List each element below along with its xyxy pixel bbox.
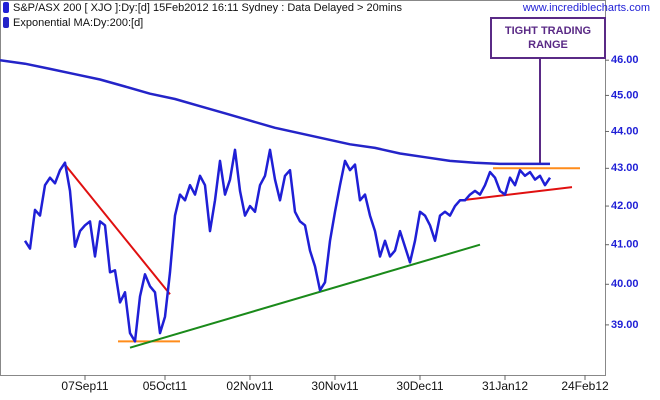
axes: 39.00 40.00 41.00 42.00 43.00 44.00 45.00 46.00… xyxy=(61,54,638,393)
plot-frame xyxy=(0,0,606,376)
trend-line xyxy=(64,163,171,295)
y-tick-label: 44.00 xyxy=(611,125,639,137)
legend-entry: Exponential MA:Dy:200:[d] xyxy=(13,17,143,29)
x-tick-label: 05Oct11 xyxy=(143,379,188,393)
plot xyxy=(0,58,580,349)
series-line xyxy=(0,58,550,166)
watermark: www.incrediblecharts.com xyxy=(522,2,650,14)
y-tick-label: 43.00 xyxy=(611,162,639,174)
y-tick-label: 39.00 xyxy=(611,319,639,331)
trend-line xyxy=(129,243,481,349)
x-tick-label: 30Dec11 xyxy=(396,379,443,393)
y-tick-label: 45.00 xyxy=(611,89,639,101)
y-tick-label: 46.00 xyxy=(611,54,639,66)
x-tick-label: 07Sep11 xyxy=(61,379,108,393)
legend-marker xyxy=(3,17,9,28)
y-tick-label: 41.00 xyxy=(611,239,639,251)
x-tick-label: 02Nov11 xyxy=(226,379,273,393)
legend-entry: S&P/ASX 200 [ XJO ]:Dy:[d] 15Feb2012 16:… xyxy=(13,2,402,14)
x-tick-label: 31Jan12 xyxy=(482,379,528,393)
trend-line xyxy=(461,186,573,202)
y-tick-label: 40.00 xyxy=(611,278,639,290)
x-tick-label: 24Feb12 xyxy=(561,379,609,393)
x-tick-label: 30Nov11 xyxy=(311,379,358,393)
legend-marker xyxy=(3,2,9,13)
annotation: TIGHT TRADING RANGE xyxy=(490,17,606,59)
series-line xyxy=(23,148,552,343)
y-tick-label: 42.00 xyxy=(611,200,639,212)
